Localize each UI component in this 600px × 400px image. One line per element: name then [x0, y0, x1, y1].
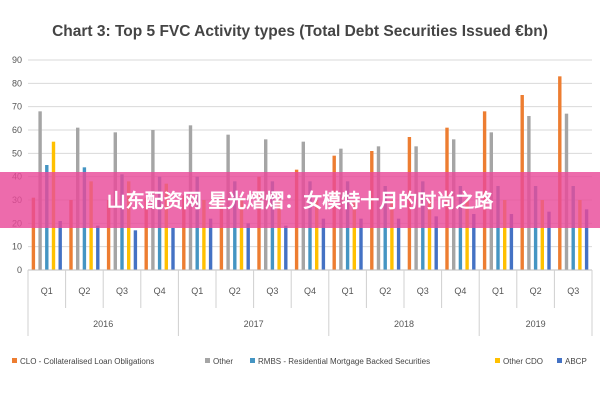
bar-other [427, 200, 432, 270]
legend-swatch [12, 358, 17, 363]
legend-swatch [205, 358, 210, 363]
bar-abcp [96, 225, 100, 270]
legend-swatch [495, 358, 500, 363]
bar-other [277, 200, 281, 270]
x-tick-label: Q1 [342, 286, 354, 296]
x-tick-label: Q3 [567, 286, 579, 296]
x-tick-label: Q4 [304, 286, 316, 296]
x-tick-label: Q2 [229, 286, 241, 296]
bar-abcp [171, 228, 175, 270]
legend-swatch [557, 358, 562, 363]
y-tick-label: 70 [12, 102, 22, 112]
y-tick-label: 90 [12, 55, 22, 65]
year-label: 2017 [244, 319, 264, 329]
bar-abcp [58, 221, 62, 270]
bar-abcp [208, 218, 213, 270]
bar-abcp [472, 214, 476, 270]
y-tick-label: 60 [12, 125, 22, 135]
x-tick-label: Q2 [379, 286, 391, 296]
bar-clo [219, 195, 224, 270]
x-tick-label: Q2 [530, 286, 542, 296]
year-label: 2016 [93, 319, 113, 329]
bar-other [578, 200, 582, 270]
bar-clo [106, 200, 111, 270]
bar-clo [182, 195, 186, 270]
x-tick-label: Q1 [191, 286, 203, 296]
legend-label: Other [213, 357, 233, 366]
bar-other [315, 200, 319, 270]
x-axis: Q1 Q2 Q3 Q4 Q1 Q2 Q3 Q4 Q1 Q2 Q3 Q4 Q1 Q2 Q3 2016 2017 20… [27, 269, 593, 336]
bar-abcp [246, 223, 250, 270]
bar-other [540, 200, 544, 270]
x-tick-label: Q3 [116, 286, 128, 296]
banner-background [0, 172, 600, 228]
bar-other [352, 200, 356, 270]
x-tick-label: Q1 [492, 286, 504, 296]
year-label: 2018 [394, 319, 414, 329]
y-tick-label: 0 [17, 265, 22, 275]
bar-other [390, 200, 394, 270]
legend-label: RMBS - Residential Mortgage Backed Secur… [258, 357, 430, 366]
bar-abcp [509, 214, 514, 270]
legend-swatch [250, 358, 255, 363]
bar-other [239, 200, 244, 270]
x-tick-label: Q4 [454, 286, 466, 296]
year-label: 2019 [526, 319, 546, 329]
x-tick-label: Q3 [266, 286, 278, 296]
x-tick-label: Q3 [417, 286, 429, 296]
bar-abcp [434, 216, 438, 270]
legend: CLO - Collateralised Loan Obligations Oth… [12, 357, 587, 366]
x-tick-label: Q2 [78, 286, 90, 296]
y-tick-label: 10 [12, 242, 22, 252]
banner-text: 山东配资网 星光熠熠：女模特十月的时尚之路 [107, 189, 495, 212]
legend-label: CLO - Collateralised Loan Obligations [20, 357, 154, 366]
promo-banner: 山东配资网 星光熠熠：女模特十月的时尚之路 [0, 172, 600, 228]
chart-title: Chart 3: Top 5 FVC Activity types (Total… [52, 23, 548, 40]
x-tick-label: Q4 [154, 286, 166, 296]
legend-label: ABCP [565, 357, 587, 366]
bar-abcp [133, 230, 138, 270]
bar-clo [144, 197, 148, 270]
bar-clo [31, 197, 36, 270]
bar-abcp [396, 218, 401, 270]
y-tick-label: 80 [12, 78, 22, 88]
bar-other [465, 200, 469, 270]
bar-abcp [359, 218, 363, 270]
bar-abcp [284, 225, 288, 270]
bar-clo [69, 200, 73, 270]
bar-abcp [584, 209, 589, 270]
legend-label: Other CDO [503, 357, 543, 366]
y-tick-label: 50 [12, 148, 22, 158]
bar-abcp [321, 218, 326, 270]
x-tick-label: Q1 [41, 286, 53, 296]
bar-other [503, 200, 507, 270]
bar-abcp [547, 211, 551, 270]
bar-other [202, 200, 206, 270]
